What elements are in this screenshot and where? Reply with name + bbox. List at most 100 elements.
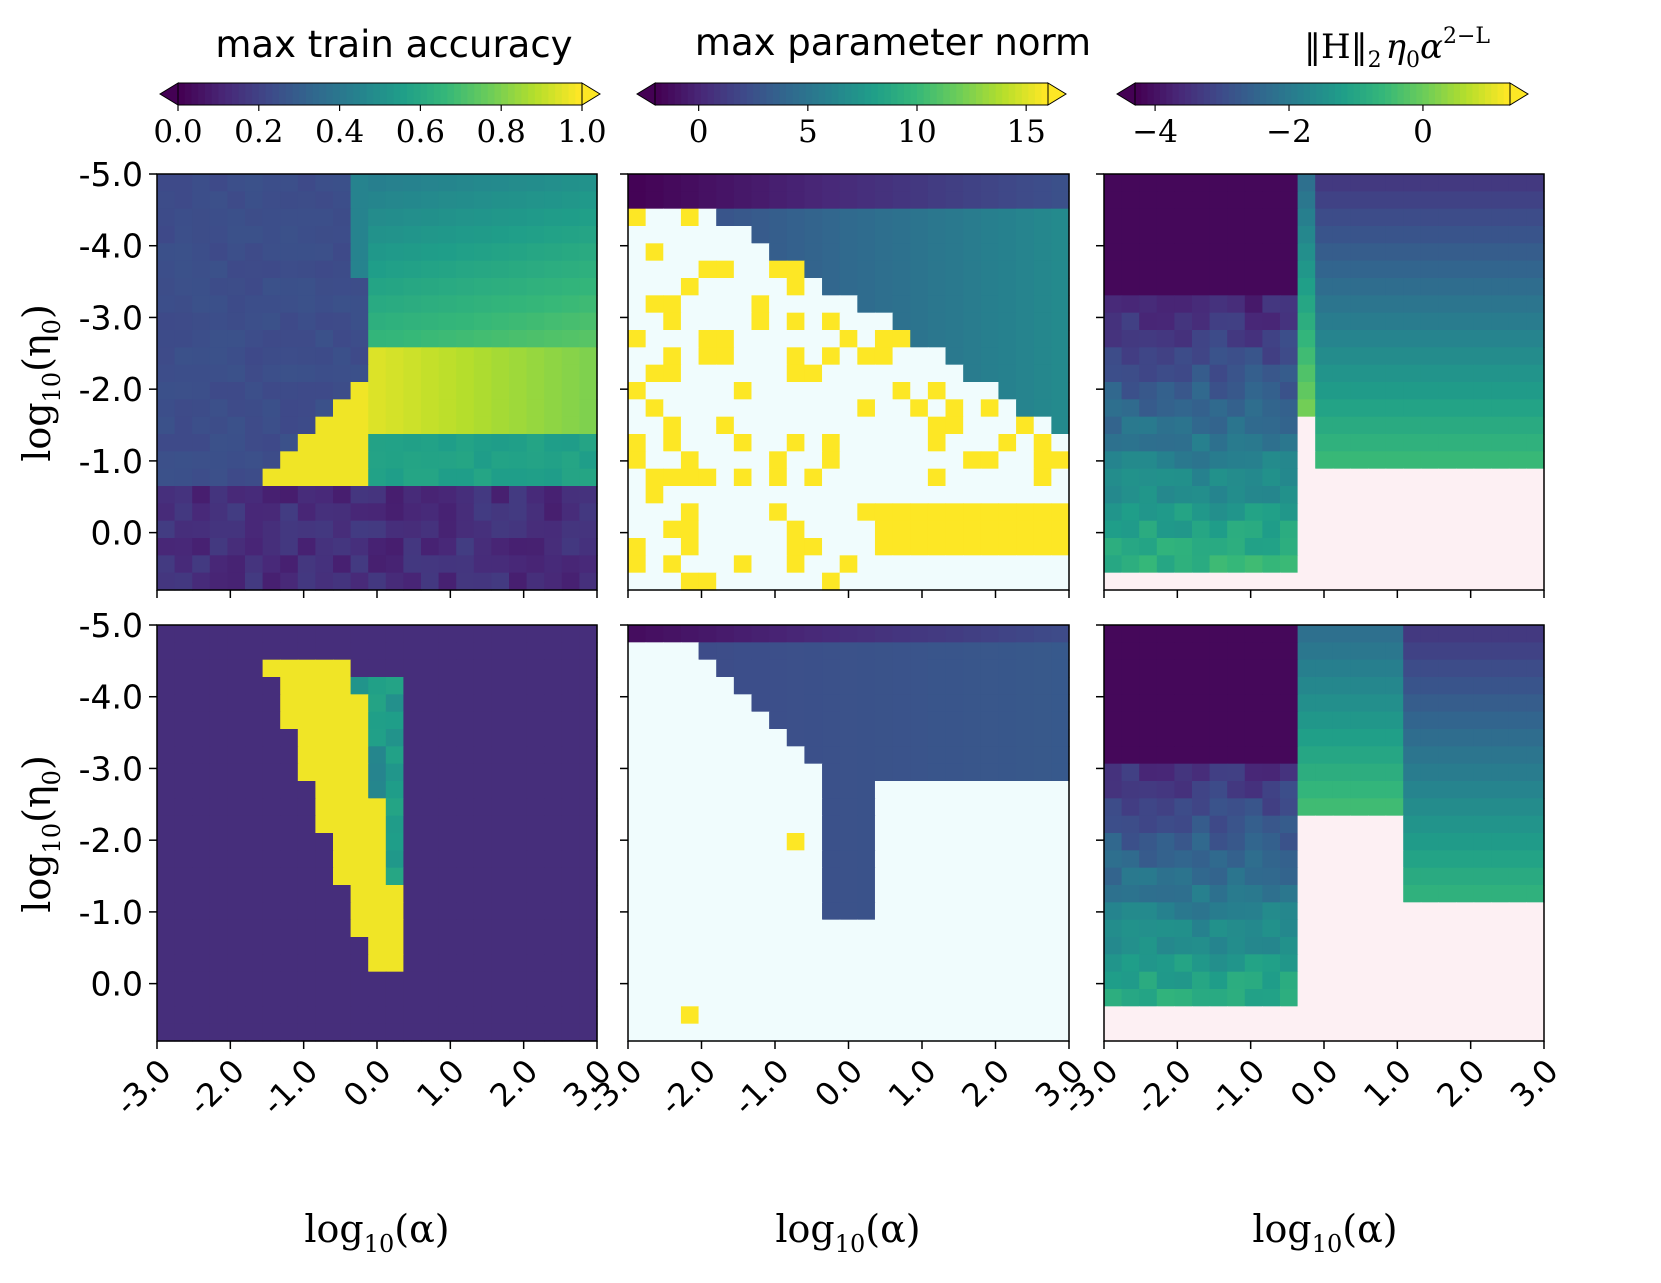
heatmap-cell: [509, 971, 528, 990]
heatmap-cell: [579, 538, 598, 556]
heatmap-cell: [1227, 399, 1246, 418]
heatmap-cell: [280, 503, 299, 522]
colorbar-segment: [1241, 83, 1249, 105]
heatmap-cell: [262, 902, 281, 921]
heatmap-cell: [526, 694, 545, 713]
heatmap-cell: [1280, 677, 1299, 695]
heatmap-cell: [245, 677, 264, 695]
heatmap-cell: [1297, 659, 1316, 678]
heatmap-cell: [403, 625, 422, 643]
heatmap-cell: [438, 729, 457, 747]
heatmap-cell: [680, 746, 700, 765]
heatmap-cell: [927, 208, 947, 227]
heatmap-cell: [1491, 416, 1510, 435]
heatmap-cell: [822, 572, 841, 591]
heatmap-cell: [945, 382, 964, 400]
heatmap-cell: [1508, 746, 1527, 765]
heatmap-cell: [544, 1023, 563, 1042]
heatmap-cell: [945, 711, 964, 730]
heatmap-cell: [1280, 694, 1299, 713]
heatmap-cell: [839, 798, 858, 817]
heatmap-cell: [1368, 746, 1387, 765]
heatmap-cell: [1315, 555, 1334, 574]
heatmap-cell: [1104, 625, 1123, 643]
heatmap-cell: [579, 347, 598, 366]
heatmap-cell: [1385, 885, 1404, 903]
heatmap-cell: [1104, 815, 1123, 834]
heatmap-cell: [857, 468, 876, 487]
heatmap-cell: [1174, 451, 1193, 470]
heatmap-cell: [280, 382, 299, 400]
heatmap-cell: [245, 486, 264, 504]
heatmap-cell: [1438, 694, 1457, 713]
heatmap-cell: [1209, 174, 1228, 192]
heatmap-cell: [751, 885, 770, 903]
heatmap-cell: [174, 642, 193, 661]
heatmap-cell: [227, 572, 246, 591]
heatmap-cell: [174, 677, 193, 695]
heatmap-cell: [1508, 295, 1527, 314]
heatmap-cell: [927, 451, 947, 470]
heatmap-cell: [857, 867, 876, 886]
heatmap-cell: [1526, 295, 1545, 314]
heatmap-cell: [1368, 330, 1387, 348]
heatmap-cell: [680, 781, 700, 799]
heatmap-cell: [1526, 538, 1545, 556]
heatmap-cell: [733, 399, 753, 418]
heatmap-cell: [680, 520, 700, 539]
heatmap-cell: [491, 243, 510, 262]
heatmap-cell: [927, 295, 947, 314]
heatmap-cell: [927, 781, 947, 799]
heatmap-cell: [998, 486, 1017, 504]
heatmap-cell: [315, 312, 334, 331]
heatmap-cell: [403, 1023, 422, 1042]
heatmap-cell: [227, 867, 246, 886]
heatmap-cell: [839, 260, 858, 279]
heatmap-cell: [1033, 260, 1052, 279]
heatmap-cell: [874, 850, 894, 869]
heatmap-cell: [1403, 416, 1422, 435]
heatmap-cell: [945, 312, 964, 331]
heatmap-cell: [297, 312, 316, 331]
heatmap-cell: [473, 330, 492, 348]
heatmap-cell: [456, 295, 475, 314]
heatmap-cell: [456, 781, 475, 799]
heatmap-cell: [628, 781, 647, 799]
heatmap-cell: [874, 382, 894, 400]
heatmap-cell: [227, 503, 246, 522]
heatmap-cell: [438, 174, 457, 192]
heatmap-cell: [1491, 278, 1510, 296]
heatmap-cell: [857, 520, 876, 539]
heatmap-cell: [350, 278, 369, 296]
heatmap-cell: [1491, 260, 1510, 279]
heatmap-cell: [174, 486, 193, 504]
heatmap-cell: [561, 919, 580, 938]
heatmap-cell: [927, 399, 947, 418]
heatmap-cell: [1244, 954, 1263, 973]
heatmap-cell: [1385, 746, 1404, 765]
heatmap-cell: [1368, 312, 1387, 331]
heatmap-cell: [1033, 191, 1052, 210]
heatmap-cell: [910, 781, 929, 799]
heatmap-cell: [438, 520, 457, 539]
heatmap-cell: [1350, 954, 1369, 973]
heatmap-cell: [628, 174, 647, 192]
heatmap-cell: [1033, 538, 1052, 556]
heatmap-cell: [1262, 399, 1281, 418]
heatmap-cell: [1280, 416, 1299, 435]
heatmap-cell: [544, 781, 563, 799]
heatmap-cell: [1491, 659, 1510, 678]
heatmap-cell: [403, 763, 422, 782]
heatmap-cell: [1526, 416, 1545, 435]
heatmap-cell: [1192, 711, 1211, 730]
heatmap-cell: [473, 1023, 492, 1042]
heatmap-cell: [245, 503, 264, 522]
heatmap-cell: [421, 451, 440, 470]
heatmap-cell: [628, 382, 647, 400]
heatmap-cell: [1174, 971, 1193, 990]
heatmap-cell: [1420, 208, 1439, 227]
heatmap-cell: [769, 763, 788, 782]
heatmap-cell: [438, 503, 457, 522]
heatmap-cell: [1508, 798, 1527, 817]
heatmap-cell: [192, 382, 211, 400]
